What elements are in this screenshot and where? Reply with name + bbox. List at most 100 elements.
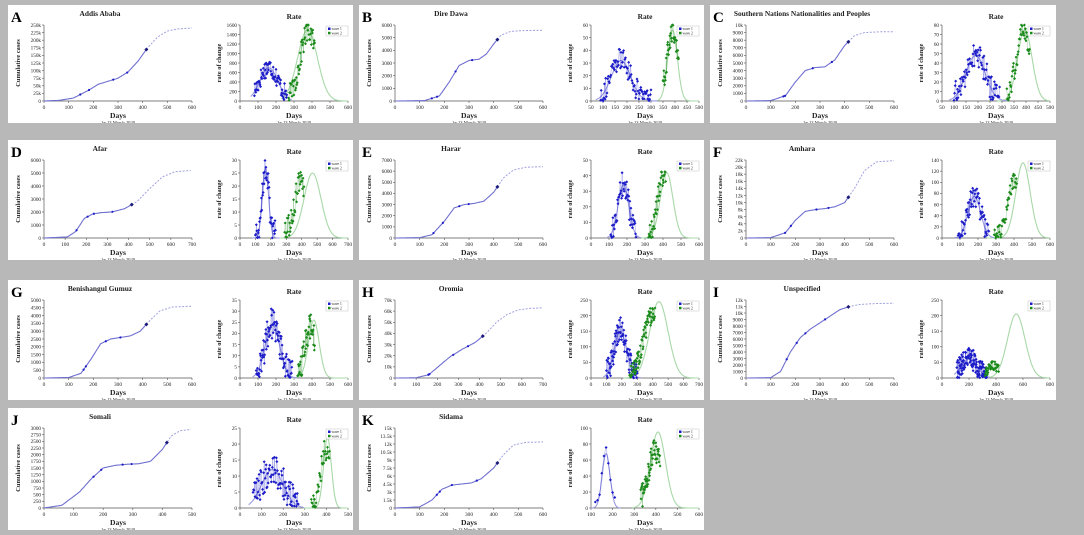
x-tick-label: 100 [587,512,595,518]
x-tick-label: 700 [188,242,196,248]
x-tick-label: 300 [816,242,824,248]
y-tick-label: 13.5k [380,434,392,440]
x-axis-label: Days [461,248,477,257]
x-tick-label: 350 [659,105,667,111]
last-observed-marker [480,334,485,339]
panel-letter: K [362,413,374,429]
panel-h: H Oromia 0 10k 20k 30k 40k 50k 60k 70k 0 100 200 300 4… [359,280,704,402]
x-tick-label: 200 [272,105,280,111]
y-tick-label: 600 [229,70,237,76]
observed-point [111,210,114,213]
y-tick-label: 50 [583,360,589,366]
x-axis-label: Days [637,248,653,257]
y-tick-label: 3000 [31,426,42,432]
rate-title: Rate [287,12,302,21]
date-note: 1= 13 March 2020 [628,257,663,260]
y-tick-label: 50k [384,320,392,326]
x-tick-label: 500 [497,382,505,388]
x-tick-label: 700 [539,382,547,388]
y-tick-label: 10k [735,200,743,206]
legend-label: wave 1 [683,302,693,306]
x-tick-label: 700 [344,242,352,248]
region-title: Somali [89,412,111,421]
observed-point [827,206,830,210]
region-title: Southern Nations Nationalities and Peopl… [734,9,870,18]
wave2-point-trace [629,307,656,378]
y-tick-label: 6000 [733,53,744,59]
x-tick-label: 400 [652,512,660,518]
observed-point [783,94,787,97]
x-tick-label: 600 [695,512,703,518]
y-tick-label: 75k [33,76,41,82]
cumulative-projection-line [146,305,193,325]
y-tick-label: 100 [931,345,939,351]
date-note: 1= 13 March 2020 [452,257,487,260]
x-tick-label: 400 [158,512,166,518]
x-tick-label: 400 [308,105,316,111]
rate-title: Rate [287,415,302,424]
panel-svg: G Benishangul Gumuz0500100015002000250030… [11,284,352,402]
rate-plot: 0 200 400 600 800 1000 1200 1400 1600 0 100 200 300 4… [216,12,352,125]
y-tick-label: 150 [931,329,939,335]
rate-title: Rate [638,415,653,424]
y-tick-label: 25 [232,171,238,177]
x-tick-label: 400 [659,242,667,248]
y-tick-label: 16k [735,179,743,185]
wave1-point-trace [958,188,989,239]
cumulative-projection-line [848,31,894,43]
x-tick-label: 0 [43,512,46,518]
x-tick-label: 500 [313,242,321,248]
wave1-point-trace [252,457,299,507]
cumulative-plot: 010002000300040005000600070008000900010k… [717,298,898,402]
y-tick-label: 10 [583,86,589,92]
legend-label: wave 2 [683,31,693,35]
x-tick-label: 500 [865,242,873,248]
date-note: 1= 13 March 2020 [101,120,136,123]
x-tick-label: 300 [114,382,122,388]
x-tick-label: 600 [1046,242,1054,248]
x-tick-label: 200 [89,105,97,111]
cumulative-plot: 0500100015002000250030003500400045005000… [15,298,196,402]
wave1-point-trace [255,160,276,238]
x-tick-label: 400 [671,105,679,111]
panel-letter: F [713,145,722,161]
y-tick-label: 100 [580,345,588,351]
wave2-fit-line [987,162,1050,239]
legend-swatch-wave1 [328,27,331,30]
date-note: 1= 13 March 2020 [452,527,487,530]
y-tick-label: 0 [38,99,41,105]
cumulative-projection-line [497,29,543,40]
legend-label: wave 1 [332,430,342,434]
y-tick-label: 1500 [31,352,42,358]
wave2-fit-line [281,29,348,102]
x-tick-label: 600 [539,242,547,248]
legend-label: wave 2 [1034,306,1044,310]
y-tick-label: 0 [389,376,392,382]
wave2-point [328,449,332,453]
y-tick-label: 50 [583,158,589,164]
wave2-fit-line [979,313,1050,379]
x-tick-label: 500 [188,512,196,518]
panel-e: E Harar 0 1000 2000 3000 4000 5000 6000 7000 0 100 2… [359,140,704,262]
y-axis-label: Cumulative cases [15,444,22,492]
y-tick-label: 15 [232,342,238,348]
last-observed-marker [164,440,169,445]
x-tick-label: 400 [298,242,306,248]
observed-point [92,212,95,215]
x-tick-label: 200 [89,382,97,388]
x-tick-label: 300 [816,382,824,388]
wave1-point-trace [254,61,287,100]
y-tick-label: 30 [934,70,940,76]
cumulative-plot: 0 1.5k 3k 4.5k 6k 7.5k 9k 10.5k 12k 13.5k 15k 0 100 2… [366,426,547,532]
y-tick-label: 0 [38,376,41,382]
rate-title: Rate [989,12,1004,21]
cumulative-projection-line [496,441,543,464]
y-tick-label: 25 [232,320,238,326]
y-tick-label: 0 [936,99,939,105]
